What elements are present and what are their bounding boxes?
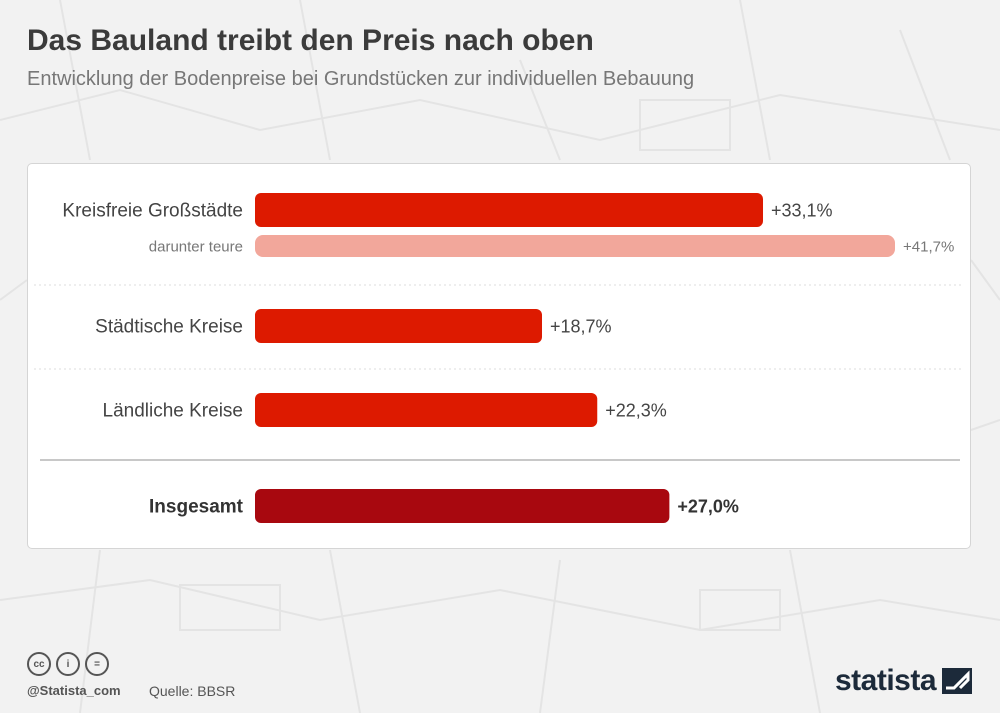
license-icons: cc i = <box>27 652 109 676</box>
statista-mark-icon <box>942 668 973 694</box>
by-icon: i <box>56 652 80 676</box>
statista-handle: @Statista_com <box>27 683 121 698</box>
bar <box>255 309 543 343</box>
cc-icon: cc <box>27 652 51 676</box>
data-label: +22,3% <box>605 400 667 420</box>
nd-icon: = <box>85 652 109 676</box>
bar-label: Städtische Kreise <box>95 317 243 338</box>
bar-label: darunter teure <box>149 238 243 255</box>
chart-card: Kreisfreie Großstädte +33,1% darunter teur… <box>27 163 971 549</box>
bar <box>255 193 764 227</box>
bar-chart: Kreisfreie Großstädte +33,1% darunter teur… <box>34 193 964 523</box>
bar-label: Ländliche Kreise <box>103 401 243 422</box>
data-label: +33,1% <box>771 200 833 220</box>
source-label: Quelle: BBSR <box>149 683 236 699</box>
statista-logo[interactable]: statista <box>835 664 973 698</box>
bar <box>255 235 895 257</box>
data-label: +41,7% <box>903 238 954 255</box>
data-label: +18,7% <box>550 316 612 336</box>
brand-text: statista <box>835 664 937 697</box>
bar-label: Insgesamt <box>149 497 244 518</box>
page-title: Das Bauland treibt den Preis nach oben <box>27 24 594 57</box>
bar <box>255 393 598 427</box>
data-label: +27,0% <box>677 496 739 516</box>
page-subtitle: Entwicklung der Bodenpreise bei Grundstü… <box>27 68 695 90</box>
bar-label: Kreisfreie Großstädte <box>62 201 243 222</box>
bar <box>255 489 670 523</box>
